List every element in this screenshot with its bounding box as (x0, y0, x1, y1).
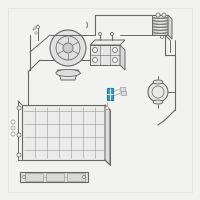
Circle shape (34, 27, 36, 29)
Circle shape (26, 144, 30, 150)
Circle shape (112, 58, 118, 62)
Circle shape (35, 32, 37, 34)
Circle shape (83, 176, 86, 178)
Polygon shape (105, 105, 110, 165)
Polygon shape (120, 45, 125, 70)
Circle shape (110, 32, 114, 36)
Circle shape (11, 126, 15, 130)
Circle shape (162, 13, 166, 17)
Bar (46, 173, 64, 181)
Ellipse shape (153, 80, 163, 84)
Circle shape (50, 30, 86, 66)
Circle shape (36, 25, 40, 28)
Polygon shape (107, 88, 113, 100)
Polygon shape (90, 45, 120, 65)
Bar (25, 173, 43, 181)
Circle shape (17, 153, 21, 157)
Circle shape (160, 36, 164, 38)
Circle shape (148, 82, 168, 102)
Circle shape (17, 133, 21, 137)
Bar (121, 91, 126, 95)
Circle shape (22, 176, 26, 178)
Bar (67, 173, 85, 181)
Polygon shape (20, 172, 88, 182)
Circle shape (11, 132, 15, 136)
Circle shape (98, 32, 102, 36)
Bar (120, 87, 125, 91)
Circle shape (92, 47, 98, 52)
Circle shape (63, 43, 73, 53)
Ellipse shape (56, 70, 80, 76)
Ellipse shape (153, 100, 163, 104)
Circle shape (11, 120, 15, 124)
Circle shape (156, 13, 160, 17)
Polygon shape (90, 40, 125, 45)
Circle shape (92, 58, 98, 62)
Polygon shape (168, 15, 172, 39)
Circle shape (106, 106, 108, 110)
Circle shape (17, 106, 21, 110)
Polygon shape (152, 15, 168, 35)
Polygon shape (22, 105, 105, 160)
Circle shape (112, 47, 118, 52)
Polygon shape (58, 70, 78, 80)
